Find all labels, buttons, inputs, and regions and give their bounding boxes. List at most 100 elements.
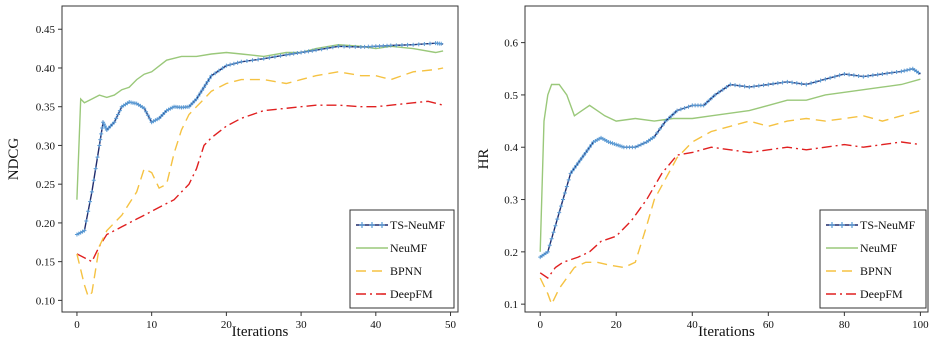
series-point — [756, 83, 761, 88]
legend-marker — [839, 222, 845, 228]
series-point — [555, 217, 560, 222]
series-point — [261, 56, 266, 61]
series-point — [370, 44, 375, 49]
legend-label-ts-neumf: TS-NeuMF — [860, 218, 916, 232]
series-point — [875, 72, 880, 77]
series-point — [201, 85, 206, 90]
series-point — [377, 44, 382, 49]
series-point — [907, 67, 912, 72]
y-tick-label: 0.10 — [36, 295, 56, 307]
series-point — [106, 126, 111, 131]
series-point — [187, 104, 192, 109]
series-point — [842, 72, 847, 76]
series-point — [562, 191, 567, 195]
series-point — [97, 143, 102, 148]
series-point — [547, 243, 552, 248]
series-point — [98, 137, 103, 142]
series-point — [89, 189, 94, 194]
series-point — [207, 76, 212, 81]
series-point — [353, 44, 358, 49]
series-point — [775, 81, 780, 86]
series-point — [190, 100, 195, 105]
series-point — [766, 82, 771, 87]
series-point — [314, 48, 319, 53]
x-tick-label: 80 — [839, 319, 851, 331]
legend-marker — [359, 222, 365, 228]
series-point — [114, 116, 119, 121]
series-point — [104, 127, 109, 132]
series-point — [780, 80, 785, 85]
series-point — [422, 41, 427, 46]
series-point — [162, 110, 167, 115]
series-point — [747, 85, 752, 90]
series-point — [200, 88, 205, 93]
y-tick-label: 0.45 — [36, 24, 56, 36]
series-point — [885, 71, 890, 76]
series-point — [306, 49, 311, 54]
series-point — [347, 44, 352, 49]
legend-label-bpnn: BPNN — [390, 264, 422, 278]
series-point — [295, 51, 300, 56]
series-point — [608, 140, 613, 145]
series-point — [790, 80, 795, 85]
series-point — [358, 45, 363, 50]
series-point — [861, 74, 866, 79]
series-point — [660, 123, 665, 127]
series-point — [578, 158, 583, 163]
series-point — [549, 236, 554, 241]
series-point — [669, 113, 674, 118]
series-point — [799, 81, 804, 86]
series-point — [716, 90, 721, 95]
series-point — [220, 66, 225, 71]
y-tick-label: 0.35 — [36, 102, 56, 114]
legend-marker — [829, 222, 835, 228]
series-point — [587, 145, 592, 150]
legend-label-bpnn: BPNN — [860, 264, 892, 278]
series-point — [93, 166, 98, 171]
series-point — [88, 199, 93, 204]
series-point — [231, 61, 236, 66]
x-tick-label: 10 — [146, 319, 158, 331]
series-point — [284, 52, 289, 57]
series-point — [655, 130, 660, 135]
series-point — [267, 55, 272, 60]
series-point — [561, 197, 566, 202]
legend-label-deepfm: DeepFM — [860, 287, 903, 301]
series-point — [188, 102, 193, 107]
series-point — [641, 141, 646, 146]
y-axis-title: HR — [476, 149, 492, 170]
series-point — [663, 119, 668, 124]
plot-frame — [61, 5, 459, 313]
y-tick-label: 0.4 — [504, 142, 518, 154]
series-point — [870, 73, 875, 78]
series-point — [682, 106, 687, 110]
x-axis-title: Iterations — [232, 324, 289, 340]
series-point — [813, 79, 818, 84]
series-point — [581, 153, 586, 158]
series-point — [638, 142, 643, 147]
series-point — [905, 68, 910, 73]
x-tick-label: 0 — [74, 319, 80, 331]
series-point — [228, 62, 233, 67]
series-point — [203, 82, 208, 87]
series-point — [809, 81, 814, 86]
y-tick-label: 0.3 — [504, 195, 518, 207]
series-point — [256, 57, 261, 62]
series-line-bpnn — [76, 67, 444, 298]
x-tick-label: 60 — [763, 319, 775, 331]
series-point — [427, 41, 432, 46]
series-point — [572, 166, 577, 171]
series-point — [612, 141, 617, 146]
series-point — [589, 142, 594, 147]
legend-label-neumf: NeuMF — [390, 241, 428, 255]
series-point — [405, 42, 410, 47]
series-point — [330, 45, 335, 50]
series-point — [818, 78, 823, 83]
series-point — [710, 95, 715, 100]
series-point — [272, 54, 277, 59]
series-point — [574, 163, 579, 168]
series-point — [666, 116, 671, 121]
y-tick-label: 0.30 — [36, 140, 56, 152]
series-point — [416, 42, 421, 47]
chart-panel-2: 0 20 40 60 80 100 0.1 0.2 0.3 0.4 0.5 0.6 Iterations… — [476, 5, 929, 340]
